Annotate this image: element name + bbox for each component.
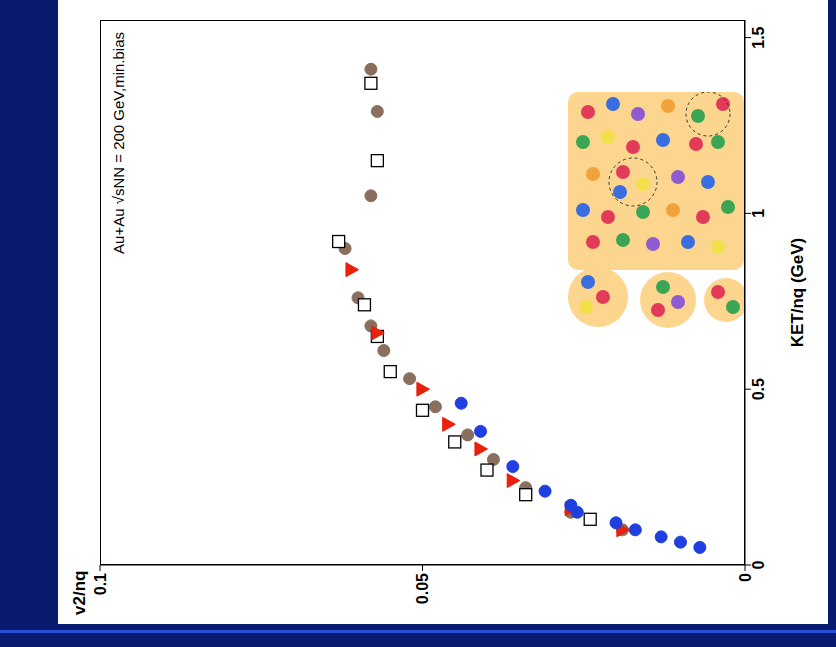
html-text:v2/nq: v2/nq [70,570,89,615]
svg-text:0.1: 0.1 [92,573,109,595]
svg-text:0.5: 0.5 [750,378,767,400]
svg-text:0: 0 [737,573,754,582]
svg-text:0.05: 0.05 [414,573,431,604]
svg-text:1: 1 [750,209,767,218]
html-text:Au+Au √sNN = 200 GeV,min.bias: Au+Au √sNN = 200 GeV,min.bias [110,32,127,254]
svg-text:1.5: 1.5 [750,26,767,48]
svg-text:KET/nq (GeV): KET/nq (GeV) [788,238,807,348]
svg-text:0: 0 [750,560,767,569]
